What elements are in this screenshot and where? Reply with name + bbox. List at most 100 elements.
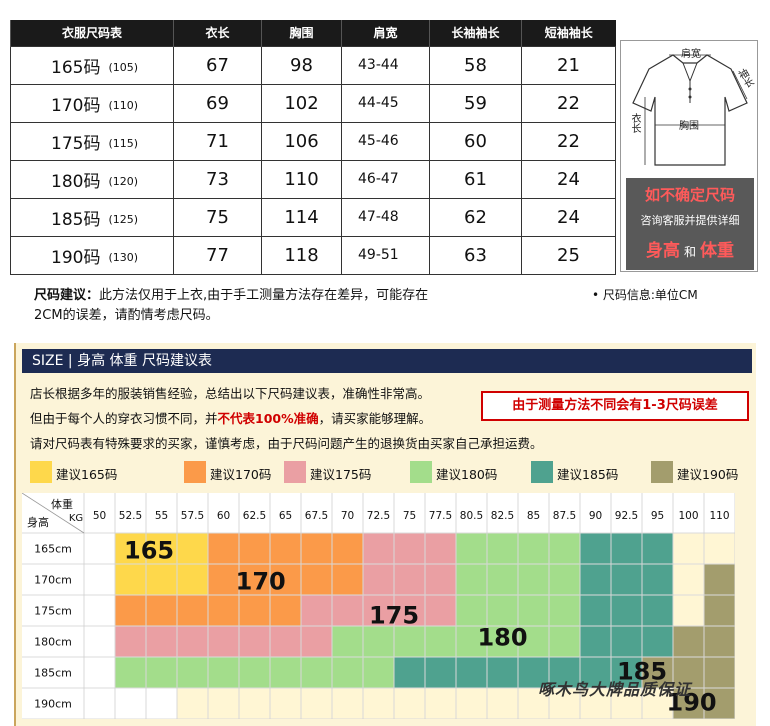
chart-cell xyxy=(83,625,116,658)
chart-cell xyxy=(486,656,519,689)
chest-cell: 114 xyxy=(261,197,342,237)
size-cell: 180码 (120) xyxy=(10,159,174,199)
chart-cell xyxy=(83,532,116,565)
chart-cell xyxy=(331,563,364,596)
chart-cell xyxy=(269,687,302,720)
chart-cell xyxy=(641,594,674,627)
chart-cell xyxy=(424,532,457,565)
legend-swatch xyxy=(410,461,432,483)
error-warning: 由于测量方法不同会有1-3尺码误差 xyxy=(481,391,749,421)
long-sleeve-cell: 63 xyxy=(429,235,522,275)
weight-tick-label: 72.5 xyxy=(367,510,390,522)
chart-cell xyxy=(362,687,395,720)
intro-line-1: 店长根据多年的服装销售经验，总结出以下尺码建议表，准确性非常高。 xyxy=(30,386,431,401)
legend-swatch xyxy=(184,461,206,483)
advice-label: 尺码建议： xyxy=(34,288,100,303)
length-cell: 69 xyxy=(173,83,262,123)
intro-line-2-b: ，请买家能够理解。 xyxy=(318,411,432,426)
chart-cell xyxy=(83,656,116,689)
height-tick-label: 165cm xyxy=(34,543,72,556)
chart-cell xyxy=(579,563,612,596)
unit-note: • 尺码信息:单位CM xyxy=(592,288,698,302)
shoulder-label: 肩宽 xyxy=(681,49,701,60)
shoulder-cell: 44-45 xyxy=(341,83,430,123)
chart-cell xyxy=(672,625,705,658)
chart-cell xyxy=(300,563,333,596)
size-cell: 175码 (115) xyxy=(10,121,174,161)
chart-cell xyxy=(703,594,736,627)
chart-cell xyxy=(145,594,178,627)
chart-cell xyxy=(238,532,271,565)
polo-shirt-icon xyxy=(632,54,748,166)
chart-cell xyxy=(269,532,302,565)
weight-tick-label: 110 xyxy=(709,510,729,522)
size-value: 185码 xyxy=(51,209,101,230)
short-sleeve-cell: 24 xyxy=(521,159,616,199)
legend-swatch xyxy=(531,461,553,483)
weight-tick-label: 77.5 xyxy=(429,510,452,522)
size-alt-value: (105) xyxy=(108,60,139,74)
chart-cell xyxy=(362,532,395,565)
chart-cell xyxy=(83,563,116,596)
chart-cell xyxy=(393,563,426,596)
size-table: 衣服尺码表 衣长 胸围 肩宽 长袖袖长 短袖袖长 165码 (105) 67 98 43… xyxy=(10,20,616,275)
legend-label: 建议170码 xyxy=(210,467,272,482)
size-chart-svg: 体重 KG 身高 50 52.5 55 57.5 60 62.5 65 67.5 70 72.5 75 77… xyxy=(21,492,736,720)
size-advice: 尺码建议：此方法仅用于上衣,由于手工测量方法存在差异，可能存在2CM的误差，请酌… xyxy=(34,286,434,326)
chest-cell: 110 xyxy=(261,159,342,199)
intro-line-2: 但由于每个人的穿衣习惯不同，并不代表100%准确，请买家能够理解。 xyxy=(30,408,431,427)
chart-cell xyxy=(269,594,302,627)
weight-tick-label: 57.5 xyxy=(181,510,204,522)
chart-cell xyxy=(207,687,240,720)
short-sleeve-cell: 24 xyxy=(521,197,616,237)
chart-cell xyxy=(362,625,395,658)
shoulder-cell: 45-46 xyxy=(341,121,430,161)
chart-cell xyxy=(455,594,488,627)
chart-cell xyxy=(455,656,488,689)
corner-height-label: 身高 xyxy=(27,515,49,529)
chart-cell xyxy=(641,563,674,596)
size-alt-value: (115) xyxy=(108,136,139,150)
header-shoulder: 肩宽 xyxy=(341,20,430,46)
chart-cell xyxy=(300,625,333,658)
legend-label: 建议175码 xyxy=(310,467,372,482)
height-tick-label: 190cm xyxy=(34,698,72,711)
size-notice: 如不确定尺码 咨询客服并提供详细 身高和体重 xyxy=(626,178,754,270)
chart-cell xyxy=(176,687,209,720)
size-value: 170码 xyxy=(51,95,101,116)
length-cell: 71 xyxy=(173,121,262,161)
chart-cell xyxy=(641,687,674,720)
weight-tick-label: 100 xyxy=(678,510,698,522)
long-sleeve-cell: 62 xyxy=(429,197,522,237)
size-alt-value: (120) xyxy=(108,174,139,188)
chart-cell xyxy=(114,625,147,658)
chart-cell xyxy=(331,656,364,689)
chart-cell xyxy=(238,687,271,720)
chest-label: 胸围 xyxy=(679,121,699,132)
size-label: 170 xyxy=(236,568,286,596)
size-table-header: 衣服尺码表 衣长 胸围 肩宽 长袖袖长 短袖袖长 xyxy=(10,20,616,46)
notice-height: 身高 xyxy=(645,241,680,261)
short-sleeve-cell: 25 xyxy=(521,235,616,275)
weight-tick-label: 55 xyxy=(155,510,168,522)
header-length: 衣长 xyxy=(173,20,262,46)
size-table-row: 165码 (105) 67 98 43-44 58 21 xyxy=(10,45,616,85)
chart-cell xyxy=(300,656,333,689)
chest-cell: 106 xyxy=(261,121,342,161)
chart-cell xyxy=(300,687,333,720)
weight-tick-label: 87.5 xyxy=(553,510,576,522)
header-long-sleeve: 长袖袖长 xyxy=(429,20,522,46)
chart-cell xyxy=(486,563,519,596)
weight-tick-label: 82.5 xyxy=(491,510,514,522)
chart-cell xyxy=(703,563,736,596)
corner-weight-label: 体重 xyxy=(51,497,73,511)
size-label: 165 xyxy=(124,537,174,565)
size-label: 175 xyxy=(369,602,419,630)
chart-cell xyxy=(114,563,147,596)
short-sleeve-cell: 21 xyxy=(521,45,616,85)
size-table-row: 180码 (120) 73 110 46-47 61 24 xyxy=(10,159,616,199)
chart-cell xyxy=(455,687,488,720)
weight-tick-label: 90 xyxy=(589,510,602,522)
chart-cell xyxy=(145,687,178,720)
chart-cell xyxy=(176,656,209,689)
